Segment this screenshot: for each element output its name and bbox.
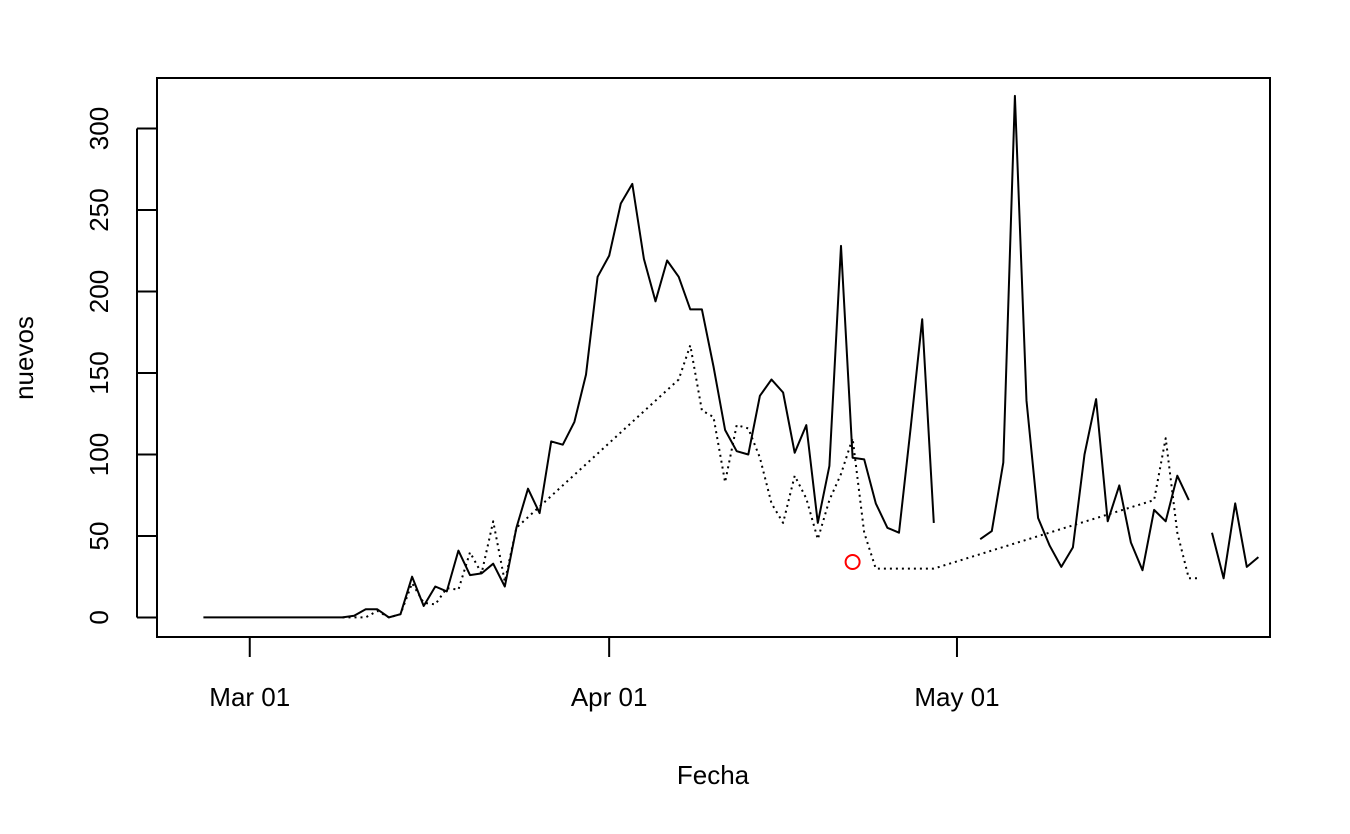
series-line-dotted	[342, 344, 1201, 619]
x-axis: Mar 01 Apr 01 May 01	[209, 637, 1000, 712]
y-tick-label: 300	[84, 107, 114, 150]
highlight-point	[844, 554, 861, 570]
series-layer	[203, 94, 1260, 619]
y-tick-label: 150	[84, 351, 114, 394]
y-axis-title: nuevos	[9, 316, 39, 400]
plot-frame	[156, 77, 1271, 638]
x-tick-label: Apr 01	[571, 682, 648, 712]
series-line-solid	[203, 94, 1260, 619]
x-tick-label: Mar 01	[209, 682, 290, 712]
y-tick-label: 100	[84, 433, 114, 476]
y-axis: 0 50 100 150 200 250 300	[84, 107, 157, 625]
points-layer	[844, 554, 861, 570]
x-axis-title: Fecha	[677, 760, 750, 790]
x-tick-label: May 01	[914, 682, 999, 712]
y-tick-label: 0	[84, 610, 114, 624]
y-tick-label: 200	[84, 270, 114, 313]
y-tick-label: 250	[84, 188, 114, 231]
y-tick-label: 50	[84, 522, 114, 551]
